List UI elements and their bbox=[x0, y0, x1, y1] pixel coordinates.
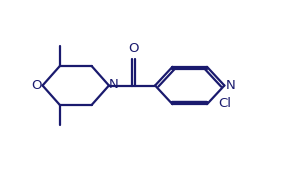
Text: N: N bbox=[109, 78, 119, 91]
Text: Cl: Cl bbox=[218, 97, 231, 110]
Text: O: O bbox=[128, 42, 139, 55]
Text: N: N bbox=[226, 79, 235, 92]
Text: O: O bbox=[31, 79, 41, 92]
